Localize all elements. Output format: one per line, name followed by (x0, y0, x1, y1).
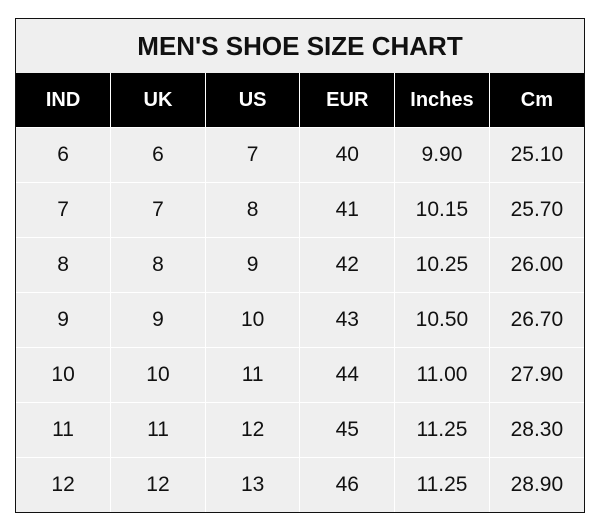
table-cell: 27.90 (488, 347, 584, 403)
column-header-ind: IND (16, 73, 112, 128)
column-header-cm: Cm (488, 73, 584, 128)
table-cell: 11 (204, 347, 301, 403)
table-cell: 11.25 (394, 402, 490, 458)
table-cell: 7 (204, 127, 301, 183)
table-row: 8 8 9 42 10.25 26.00 (16, 237, 584, 293)
table-cell: 11 (110, 402, 206, 458)
table-cell: 10.15 (394, 182, 490, 238)
table-cell: 45 (299, 402, 396, 458)
table-cell: 11.25 (394, 457, 490, 512)
table-cell: 10.25 (394, 237, 490, 293)
table-cell: 28.30 (488, 402, 584, 458)
size-chart: MEN'S SHOE SIZE CHART IND UK US EUR Inches Cm… (15, 18, 585, 513)
table-cell: 7 (110, 182, 206, 238)
table-cell: 9.90 (394, 127, 490, 183)
table-cell: 42 (299, 237, 396, 293)
table-cell: 9 (110, 292, 206, 348)
size-table: IND UK US EUR Inches Cm 6 6 7 40 9.90 25.10 7 7 8 41 10… (16, 73, 584, 512)
table-cell: 11 (16, 402, 112, 458)
chart-title: MEN'S SHOE SIZE CHART (137, 30, 463, 61)
table-row: 7 7 8 41 10.15 25.70 (16, 182, 584, 238)
column-header-uk: UK (110, 73, 206, 128)
table-cell: 7 (16, 182, 112, 238)
column-header-eur: EUR (299, 73, 396, 128)
table-cell: 8 (110, 237, 206, 293)
table-cell: 12 (110, 457, 206, 512)
table-cell: 9 (16, 292, 112, 348)
table-cell: 6 (16, 127, 112, 183)
table-row: 12 12 13 46 11.25 28.90 (16, 457, 584, 512)
header-row: IND UK US EUR Inches Cm (16, 73, 584, 128)
table-cell: 25.10 (488, 127, 584, 183)
table-row: 10 10 11 44 11.00 27.90 (16, 347, 584, 403)
table-cell: 13 (204, 457, 301, 512)
table-cell: 40 (299, 127, 396, 183)
table-row: 9 9 10 43 10.50 26.70 (16, 292, 584, 348)
column-header-inches: Inches (394, 73, 490, 128)
table-cell: 12 (204, 402, 301, 458)
table-cell: 26.70 (488, 292, 584, 348)
table-cell: 25.70 (488, 182, 584, 238)
table-cell: 8 (204, 182, 301, 238)
table-row: 11 11 12 45 11.25 28.30 (16, 402, 584, 458)
table-cell: 12 (16, 457, 112, 512)
table-cell: 44 (299, 347, 396, 403)
table-cell: 43 (299, 292, 396, 348)
table-cell: 8 (16, 237, 112, 293)
table-cell: 10 (204, 292, 301, 348)
table-cell: 28.90 (488, 457, 584, 512)
table-row: 6 6 7 40 9.90 25.10 (16, 127, 584, 183)
table-cell: 10 (16, 347, 112, 403)
table-cell: 6 (110, 127, 206, 183)
table-cell: 26.00 (488, 237, 584, 293)
table-cell: 10 (110, 347, 206, 403)
column-header-us: US (204, 73, 301, 128)
table-cell: 9 (204, 237, 301, 293)
table-cell: 46 (299, 457, 396, 512)
table-cell: 10.50 (394, 292, 490, 348)
table-cell: 11.00 (394, 347, 490, 403)
table-cell: 41 (299, 182, 396, 238)
